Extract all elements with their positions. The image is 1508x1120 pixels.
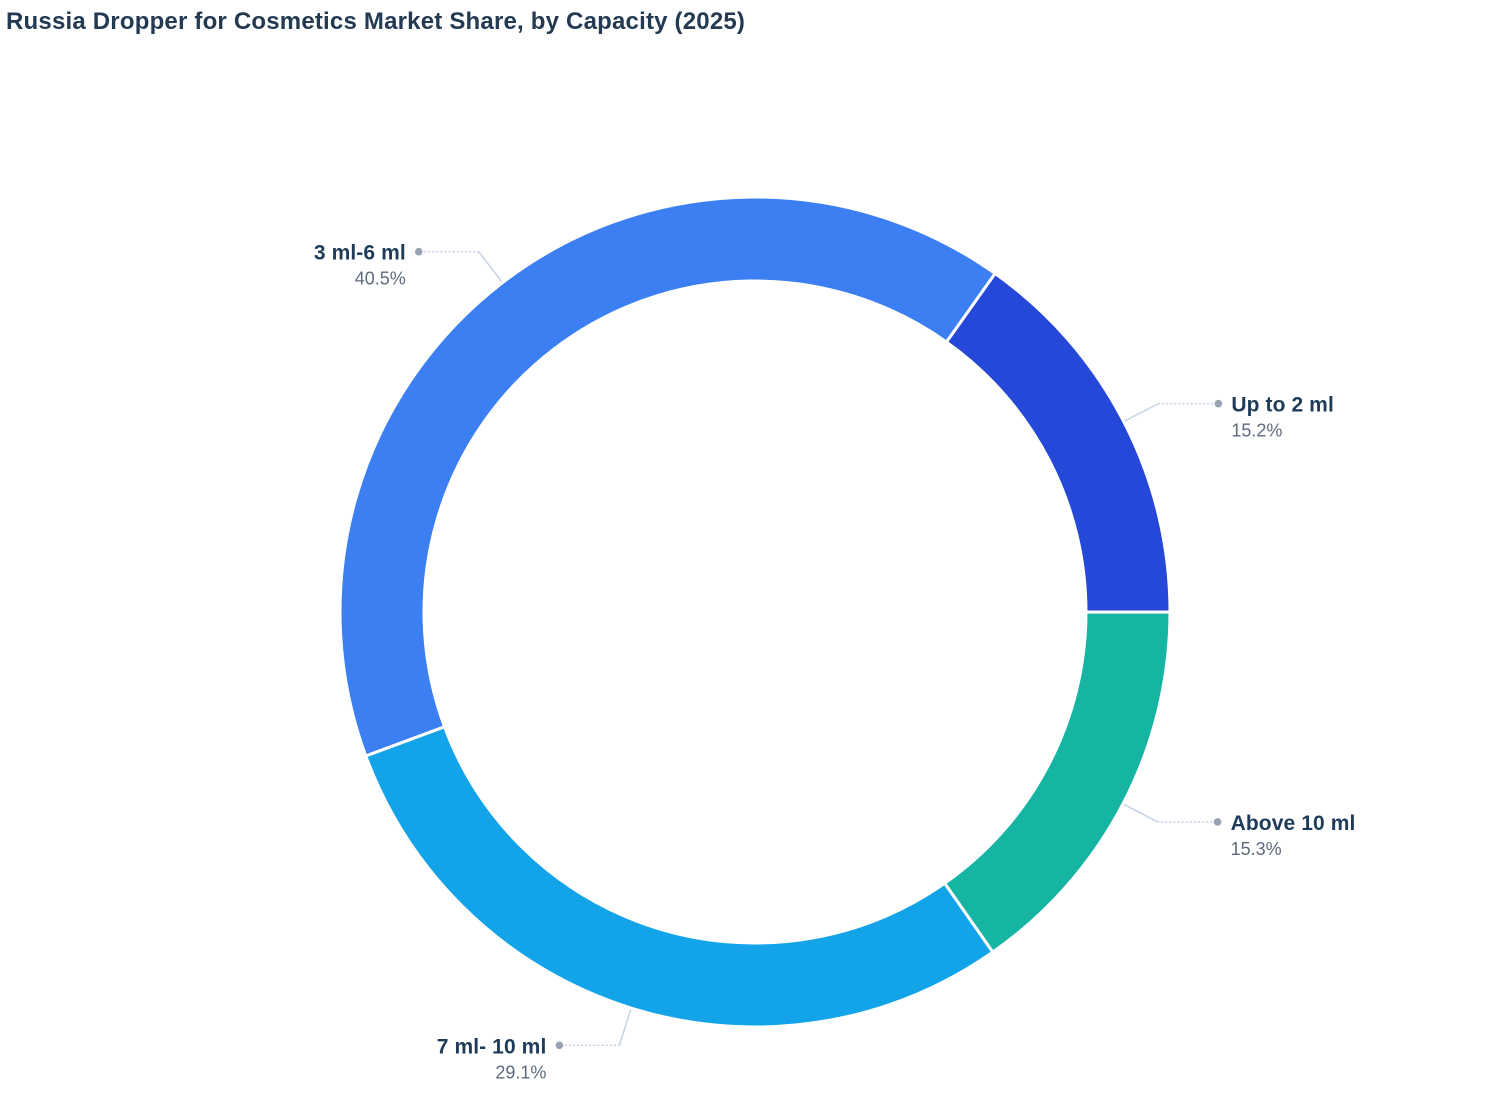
pie-slice-3-ml-6-ml[interactable] [338, 195, 997, 758]
leader-line [1124, 402, 1160, 422]
slice-label-7-ml-10-ml: 7 ml- 10 ml [437, 1035, 547, 1058]
slice-value-3-ml-6-ml: 40.5% [355, 269, 406, 289]
chart-title: Russia Dropper for Cosmetics Market Shar… [6, 8, 746, 35]
leader-dot [555, 1041, 564, 1050]
slice-value-7-ml-10-ml: 29.1% [495, 1062, 546, 1082]
pie-slice-above-10-ml[interactable] [943, 610, 1172, 954]
leader-line [618, 1009, 632, 1047]
slice-value-up-to-2-ml: 15.2% [1231, 421, 1282, 441]
slice-label-3-ml-6-ml: 3 ml-6 ml [314, 242, 406, 265]
pie-slice-7-ml-10-ml[interactable] [364, 725, 995, 1029]
pie-slice-up-to-2-ml[interactable] [945, 272, 1172, 614]
slice-label-above-10-ml: Above 10 ml [1231, 812, 1356, 835]
slice-value-above-10-ml: 15.3% [1231, 839, 1282, 859]
slice-label-up-to-2-ml: Up to 2 ml [1231, 394, 1334, 417]
leader-dot [1213, 818, 1222, 826]
leader-line [477, 250, 503, 282]
leader-dot [415, 247, 423, 256]
leader-dot [1214, 399, 1223, 408]
leader-line [1124, 803, 1159, 823]
